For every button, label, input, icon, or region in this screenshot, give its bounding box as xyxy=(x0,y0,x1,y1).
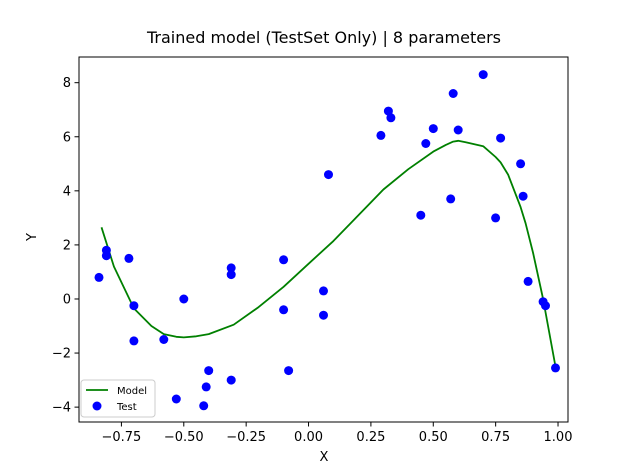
test-point xyxy=(541,301,550,311)
y-tick-label: 2 xyxy=(63,238,71,253)
test-point xyxy=(448,89,458,98)
x-tick-label: 0.25 xyxy=(356,430,385,445)
test-point xyxy=(319,310,328,320)
test-point xyxy=(159,335,169,344)
y-tick-label: 4 xyxy=(63,184,71,199)
y-tick-label: −2 xyxy=(52,347,71,362)
legend: Model Test xyxy=(80,379,156,418)
x-tick-label: 0.50 xyxy=(419,430,448,445)
test-point xyxy=(226,270,236,280)
test-point xyxy=(101,251,111,261)
test-point xyxy=(518,191,528,201)
legend-test-swatch xyxy=(92,401,102,411)
plot-area xyxy=(78,56,569,423)
test-point xyxy=(226,375,236,385)
x-tick-label: 0.00 xyxy=(294,430,323,445)
test-point xyxy=(284,366,294,376)
test-point xyxy=(319,286,328,296)
test-point xyxy=(478,70,488,80)
test-point xyxy=(226,263,236,273)
y-axis-title: Y xyxy=(25,233,40,242)
x-tick-label: 1.00 xyxy=(544,430,573,445)
legend-test-label: Test xyxy=(116,402,137,413)
test-point xyxy=(129,301,139,311)
test-point xyxy=(199,401,209,411)
test-point xyxy=(94,272,104,282)
test-point xyxy=(124,253,134,263)
test-point xyxy=(179,294,189,304)
x-tick-label: −0.75 xyxy=(101,430,141,445)
test-point xyxy=(376,130,386,140)
x-tick-label: −0.50 xyxy=(164,430,204,445)
test-point xyxy=(279,255,289,265)
plot-background xyxy=(79,57,568,422)
x-tick-label: 0.75 xyxy=(481,430,510,445)
test-point xyxy=(496,133,506,143)
y-tick-label: 0 xyxy=(63,292,71,307)
test-point xyxy=(453,125,463,135)
test-point xyxy=(428,124,438,134)
y-tick-label: 8 xyxy=(63,76,71,91)
test-point xyxy=(386,113,396,123)
x-axis-title: X xyxy=(320,450,329,465)
test-point xyxy=(416,210,426,220)
test-point xyxy=(421,139,431,148)
test-point xyxy=(523,276,533,286)
test-point xyxy=(551,363,560,373)
test-point xyxy=(324,170,333,180)
test-point xyxy=(204,366,214,376)
series-model-line xyxy=(100,139,557,367)
test-point xyxy=(516,159,526,169)
test-point xyxy=(171,394,181,404)
legend-model-label: Model xyxy=(117,386,147,397)
test-point xyxy=(446,194,456,204)
test-point xyxy=(201,382,211,392)
y-tick-label: 6 xyxy=(63,130,71,145)
axis-ticks: −0.75 −0.50 −0.25 0.00 0.25 0.50 0.75 1.00 −4 −2 0… xyxy=(52,76,573,445)
chart-title: Trained model (TestSet Only) | 8 paramet… xyxy=(146,28,501,47)
y-tick-label: −4 xyxy=(52,401,71,416)
test-point xyxy=(279,305,289,315)
test-point xyxy=(129,336,139,346)
test-point xyxy=(491,213,501,223)
plot-frame xyxy=(78,56,569,423)
x-tick-label: −0.25 xyxy=(226,430,266,445)
